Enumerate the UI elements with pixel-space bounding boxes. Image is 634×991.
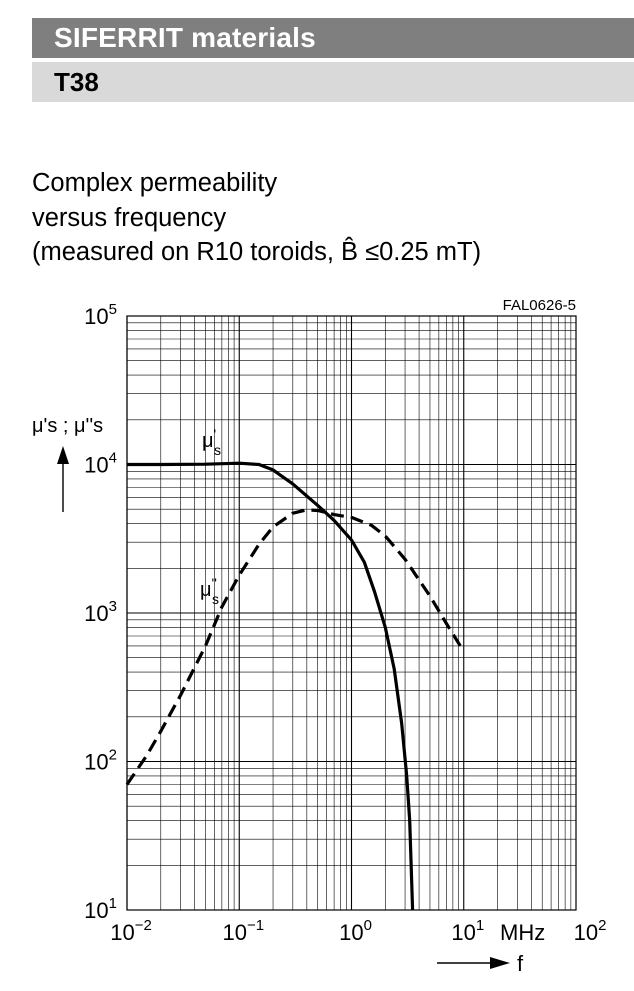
x-tick-label: 101 <box>451 917 484 945</box>
material-title-bar: T38 <box>32 62 634 102</box>
y-tick-label: 104 <box>84 450 117 478</box>
y-tick-label: 101 <box>84 895 117 923</box>
caption-line-1: Complex permeability <box>32 169 278 197</box>
y-axis-label: μ's ; μ''s <box>32 415 103 437</box>
y-axis-arrow-head <box>57 446 69 464</box>
grid <box>126 315 577 911</box>
x-tick-label: 102 <box>574 917 607 945</box>
labels: 101 102 103 104 105 10−2 10−1 100 101 102 MHz FAL06… <box>32 297 606 976</box>
series <box>125 461 466 911</box>
series-label: μ' s <box>202 426 221 458</box>
chart-caption: Complex permeability versus frequency (m… <box>32 166 481 270</box>
x-tick-label: 10−1 <box>222 917 264 945</box>
section-title: SIFERRIT materials <box>54 22 316 53</box>
x-unit-label: MHz <box>500 920 545 945</box>
series-label: μ'' s <box>200 575 219 607</box>
x-tick-label: 100 <box>339 917 372 945</box>
x-tick-label: 10−2 <box>110 917 152 945</box>
mu-imag-curve <box>125 508 466 786</box>
mu-real-curve <box>127 461 415 911</box>
y-tick-label: 102 <box>84 747 117 775</box>
y-tick-label: 103 <box>84 598 117 626</box>
plot-frame <box>126 315 577 911</box>
caption-line-3: (measured on R10 toroids, B̂ ≤0.25 mT) <box>32 238 482 266</box>
material-name: T38 <box>54 67 99 97</box>
section-title-bar: SIFERRIT materials <box>32 18 634 58</box>
x-axis-arrow-head <box>490 957 510 969</box>
figure-id: FAL0626-5 <box>503 297 576 314</box>
y-tick-label: 105 <box>84 301 117 329</box>
caption-line-2: versus frequency <box>32 203 227 232</box>
x-axis-symbol: f <box>517 951 524 976</box>
